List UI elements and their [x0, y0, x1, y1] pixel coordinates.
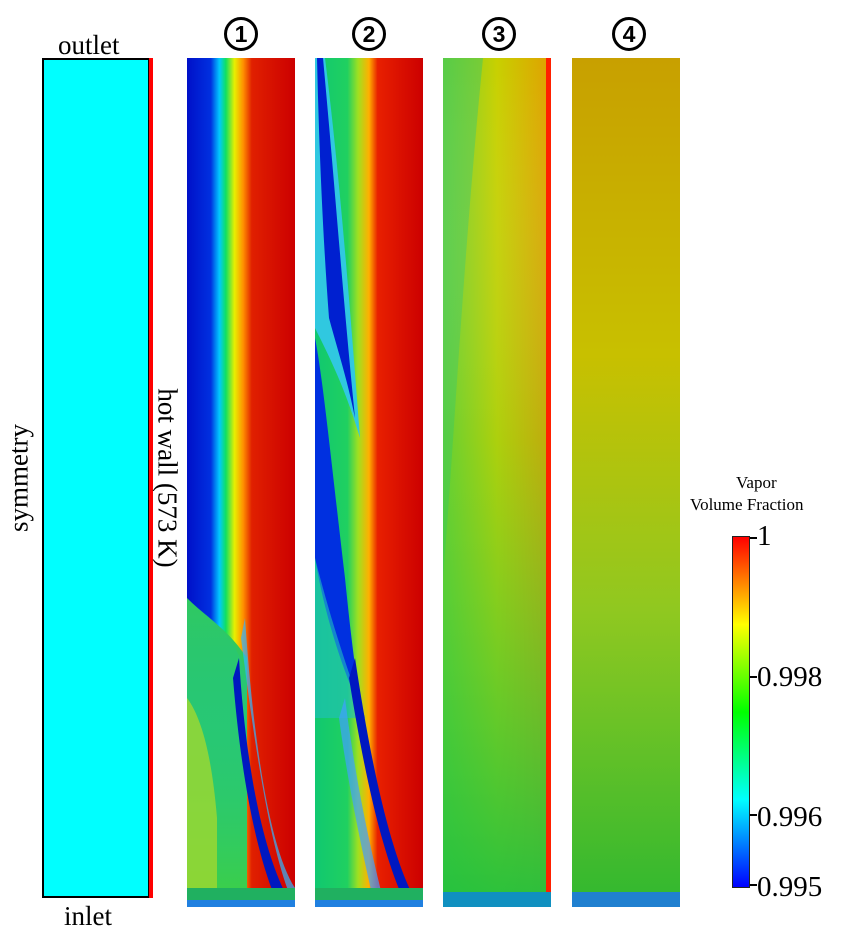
- contour-case-2: [315, 58, 423, 907]
- contour-case-4: [572, 58, 680, 907]
- case-number-4: 4: [612, 17, 646, 51]
- contour-case-3: [443, 58, 551, 907]
- colorbar-title-line2: Volume Fraction: [690, 495, 804, 514]
- colorbar-tick-0998: [750, 676, 757, 678]
- colorbar-label-0996: 0.996: [757, 801, 823, 833]
- colorbar-tick-1: [750, 537, 757, 539]
- case-number-1: 1: [224, 17, 258, 51]
- hot-wall-label: hot wall (573 K): [152, 388, 183, 568]
- domain-box: [42, 58, 150, 898]
- colorbar-label-0998: 0.998: [757, 661, 823, 693]
- colorbar-label-0995: 0.995: [757, 871, 823, 903]
- case-number-2: 2: [352, 17, 386, 51]
- contour-case-1: [187, 58, 295, 907]
- hot-wall-boundary: [149, 58, 153, 898]
- colorbar-tick-0996: [750, 814, 757, 816]
- symmetry-label: symmetry: [3, 424, 34, 532]
- case-number-3: 3: [482, 17, 516, 51]
- outlet-label: outlet: [58, 30, 120, 60]
- colorbar-label-1: 1: [757, 520, 772, 552]
- colorbar-tick-0995: [750, 884, 757, 886]
- colorbar-title-line1: Vapor: [736, 473, 777, 492]
- inlet-label: inlet: [64, 901, 112, 931]
- colorbar: [732, 536, 750, 888]
